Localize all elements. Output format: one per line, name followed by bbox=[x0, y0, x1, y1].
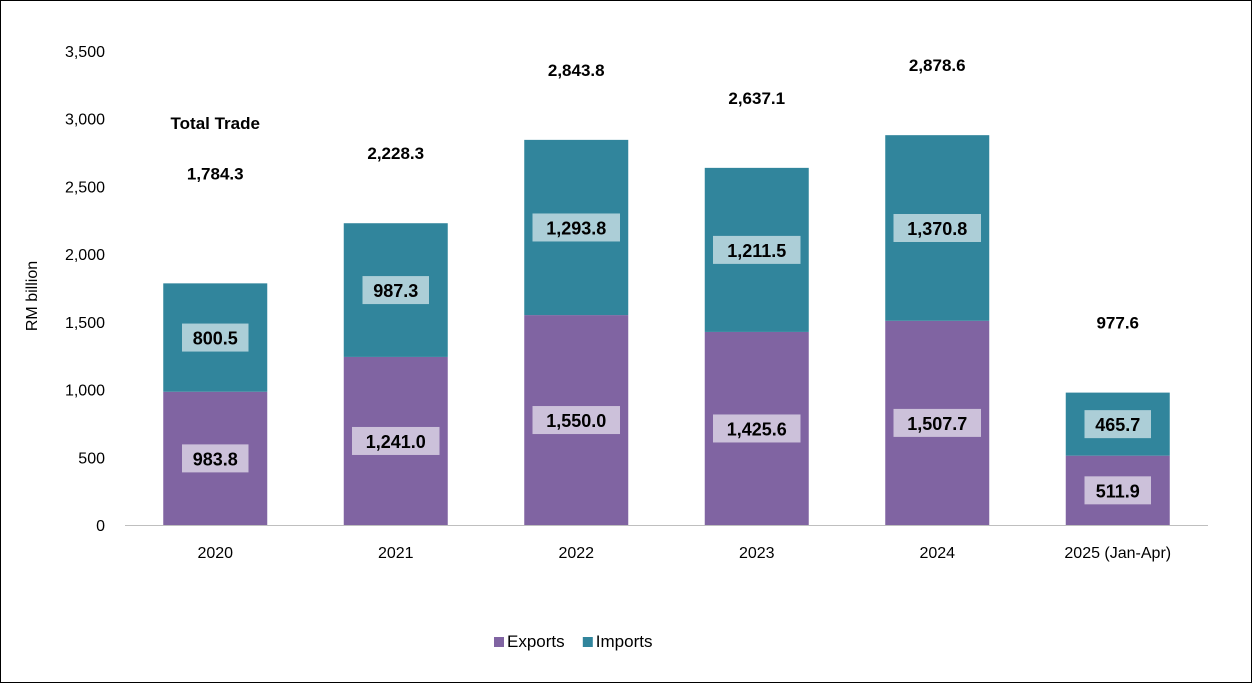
imports-legend-label: Imports bbox=[596, 632, 653, 651]
imports-data-label: 465.7 bbox=[1095, 415, 1140, 435]
imports-label-box bbox=[713, 235, 801, 264]
exports-data-label: 1,241.0 bbox=[366, 432, 426, 452]
y-tick-label: 3,000 bbox=[65, 112, 105, 129]
exports-legend-swatch bbox=[494, 637, 504, 647]
x-tick-label: 2021 bbox=[378, 545, 414, 562]
imports-data-label: 987.3 bbox=[373, 281, 418, 301]
total-data-label: 1,784.3 bbox=[187, 164, 244, 183]
exports-data-label: 1,550.0 bbox=[546, 411, 606, 431]
exports-data-label: 983.8 bbox=[193, 449, 238, 469]
y-tick-label: 1,000 bbox=[65, 383, 105, 400]
imports-label-box bbox=[182, 323, 249, 352]
exports-label-box bbox=[893, 408, 981, 437]
y-tick-label: 500 bbox=[78, 450, 105, 467]
imports-label-box bbox=[893, 213, 981, 242]
x-tick-label: 2022 bbox=[558, 545, 594, 562]
imports-data-label: 1,370.8 bbox=[907, 219, 967, 239]
y-tick-label: 3,500 bbox=[65, 44, 105, 61]
exports-label-box bbox=[713, 414, 801, 443]
exports-legend-label: Exports bbox=[507, 632, 565, 651]
exports-label-box bbox=[1084, 476, 1151, 505]
imports-label-box bbox=[532, 213, 620, 242]
imports-data-label: 1,293.8 bbox=[546, 218, 606, 238]
exports-data-label: 511.9 bbox=[1096, 481, 1140, 501]
y-tick-label: 1,500 bbox=[65, 315, 105, 332]
y-tick-label: 0 bbox=[96, 518, 105, 535]
x-tick-label: 2025 (Jan-Apr) bbox=[1064, 545, 1171, 562]
exports-data-label: 1,507.7 bbox=[907, 414, 967, 434]
x-tick-label: 2020 bbox=[197, 545, 233, 562]
y-tick-label: 2,500 bbox=[65, 179, 105, 196]
x-tick-label: 2023 bbox=[739, 545, 775, 562]
exports-label-box bbox=[182, 444, 249, 473]
imports-legend-swatch bbox=[582, 637, 593, 647]
imports-label-box bbox=[1084, 410, 1151, 439]
total-data-label: 2,878.6 bbox=[909, 56, 966, 75]
exports-label-box bbox=[532, 406, 620, 435]
exports-data-label: 1,425.6 bbox=[727, 419, 787, 439]
total-data-label: 2,228.3 bbox=[367, 144, 424, 163]
total-data-label: 2,843.8 bbox=[548, 61, 605, 80]
x-tick-label: 2024 bbox=[919, 545, 955, 562]
imports-data-label: 800.5 bbox=[193, 329, 238, 349]
imports-label-box bbox=[362, 276, 429, 305]
total-data-label: 977.6 bbox=[1096, 314, 1139, 333]
total-trade-annotation: Total Trade bbox=[171, 114, 260, 133]
exports-label-box bbox=[352, 426, 440, 455]
imports-data-label: 1,211.5 bbox=[727, 241, 786, 261]
total-data-label: 2,637.1 bbox=[728, 89, 785, 108]
y-tick-label: 2,000 bbox=[65, 247, 105, 264]
y-axis-title: RM billion bbox=[24, 261, 41, 331]
